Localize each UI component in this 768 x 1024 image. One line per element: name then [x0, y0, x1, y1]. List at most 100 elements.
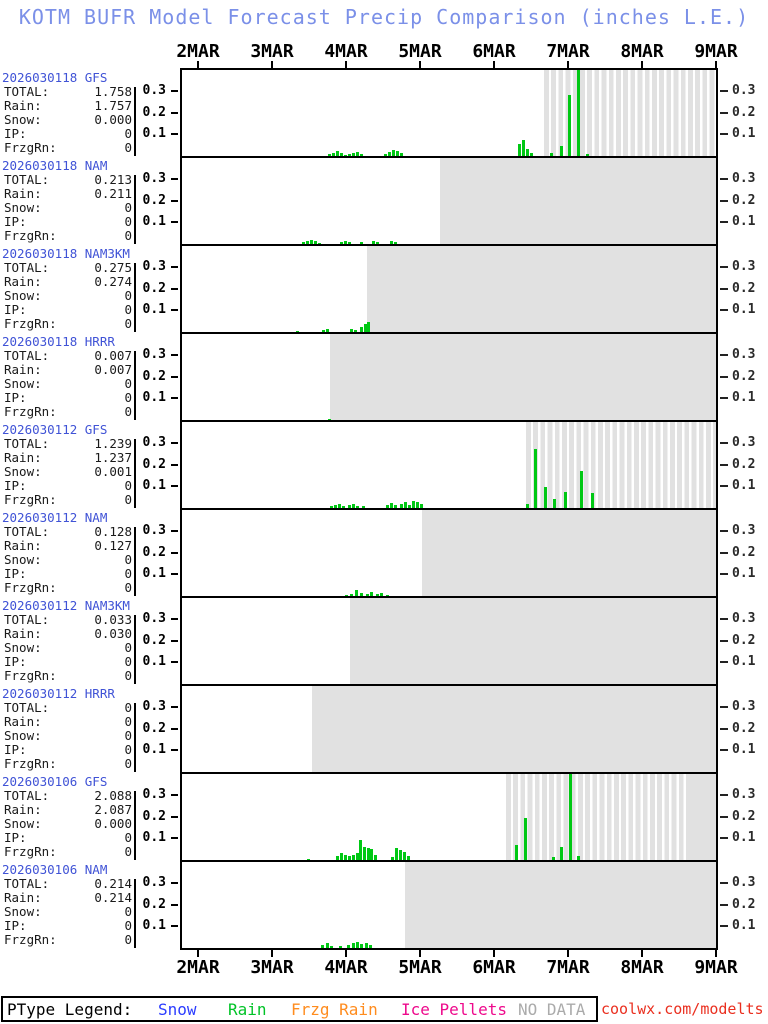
- stat-row: Snow: 0.000: [4, 817, 132, 831]
- forecast-panel: [182, 862, 716, 948]
- y-axis-label-right: 0.2: [732, 104, 756, 120]
- y-axis-tick-left: [171, 177, 178, 180]
- nodata-region-solid: [330, 334, 716, 420]
- y-axis-tick-left: [171, 639, 178, 642]
- precip-bar: [370, 849, 373, 860]
- stat-label: FrzgRn:: [4, 844, 57, 859]
- legend-item-frzg-rain: Frzg Rain: [291, 1000, 378, 1019]
- precip-bar: [522, 140, 525, 156]
- stat-row: FrzgRn: 0: [4, 757, 132, 771]
- stat-value: 1.758: [94, 84, 132, 99]
- precip-bar: [416, 502, 419, 508]
- stats-bracket-line: [134, 439, 136, 508]
- stat-label: IP:: [4, 214, 27, 229]
- stat-value: 0: [124, 918, 132, 933]
- stat-value: 0.007: [94, 362, 132, 377]
- precip-bar: [386, 505, 389, 508]
- precip-bar: [332, 153, 335, 156]
- y-axis-tick-right: [720, 111, 728, 114]
- stat-label: IP:: [4, 742, 27, 757]
- precip-bar: [340, 853, 343, 860]
- y-axis-label-left: 0.1: [142, 830, 166, 846]
- forecast-panel: [182, 774, 716, 862]
- precip-bar: [526, 149, 529, 156]
- panel-stats-block: 2026030112 NAM TOTAL: 0.128 Rain: 0.127 Snow:…: [0, 510, 178, 598]
- precip-bar: [412, 501, 415, 508]
- y-axis-label-left: 0.2: [142, 192, 166, 208]
- stat-row: Rain: 2.087: [4, 803, 132, 817]
- x-axis-label-bottom: 2MAR: [176, 957, 220, 978]
- precip-bar: [372, 241, 375, 244]
- stat-row: Snow: 0: [4, 377, 132, 391]
- legend-item-ice-pellets: Ice Pellets: [401, 1000, 507, 1019]
- x-axis-label-top: 7MAR: [546, 41, 590, 62]
- y-axis-right-block: 0.1 0.2 0.3: [718, 70, 768, 158]
- stat-value: 0: [124, 728, 132, 743]
- run-label: 2026030112 NAM3KM: [2, 598, 130, 613]
- precip-bar: [569, 774, 572, 860]
- stat-value: 0: [124, 714, 132, 729]
- stat-row: TOTAL: 1.239: [4, 437, 132, 451]
- y-axis-tick-left: [171, 705, 178, 708]
- stat-label: FrzgRn:: [4, 580, 57, 595]
- stat-value: 0: [124, 904, 132, 919]
- precip-bar: [314, 241, 317, 244]
- stats-bracket-line: [134, 351, 136, 420]
- precip-bar: [355, 590, 358, 596]
- stat-label: FrzgRn:: [4, 668, 57, 683]
- precip-bar: [336, 151, 339, 156]
- x-axis-label-top: 9MAR: [694, 41, 738, 62]
- precip-bar: [365, 943, 368, 948]
- y-axis-label-right: 0.1: [732, 830, 756, 846]
- stat-row: FrzgRn: 0: [4, 141, 132, 155]
- precip-bar: [390, 241, 393, 244]
- stat-label: Snow:: [4, 464, 42, 479]
- y-axis-tick-left: [171, 133, 178, 136]
- nodata-region-solid: [688, 774, 716, 860]
- stat-label: TOTAL:: [4, 172, 50, 187]
- precip-bar: [348, 505, 351, 508]
- stat-row: IP: 0: [4, 743, 132, 757]
- precip-bar: [391, 857, 394, 860]
- precip-bar: [356, 853, 359, 860]
- stat-value: 0.001: [94, 464, 132, 479]
- y-axis-right-block: 0.1 0.2 0.3: [718, 422, 768, 510]
- y-axis-label-left: 0.1: [142, 566, 166, 582]
- stat-row: IP: 0: [4, 479, 132, 493]
- precip-bar: [515, 845, 518, 860]
- precip-bar: [340, 153, 343, 156]
- stat-label: Snow:: [4, 112, 42, 127]
- precip-bar: [345, 595, 348, 596]
- precip-bar: [591, 493, 594, 508]
- y-axis-right-block: 0.1 0.2 0.3: [718, 246, 768, 334]
- precip-bar: [348, 242, 351, 244]
- forecast-panel: [182, 598, 716, 686]
- x-axis-tick-top: [271, 61, 273, 68]
- legend-item-snow: Snow: [158, 1000, 197, 1019]
- y-axis-label-left: 0.2: [142, 720, 166, 736]
- stats-bracket-line: [134, 175, 136, 244]
- stat-row: IP: 0: [4, 831, 132, 845]
- x-axis-label-bottom: 9MAR: [694, 957, 738, 978]
- precip-bar: [395, 848, 398, 860]
- y-axis-label-right: 0.1: [732, 126, 756, 142]
- y-axis-right-block: 0.1 0.2 0.3: [718, 862, 768, 950]
- stat-row: Snow: 0: [4, 553, 132, 567]
- precip-bar: [550, 153, 553, 156]
- stat-row: TOTAL: 0.033: [4, 613, 132, 627]
- stat-value: 0: [124, 376, 132, 391]
- x-axis-tick-bottom: [419, 950, 421, 957]
- watermark-link[interactable]: coolwx.com/modelts: [601, 1000, 764, 1018]
- precip-bar: [577, 856, 580, 860]
- precip-bar: [564, 492, 567, 508]
- precip-bar: [354, 330, 357, 332]
- y-axis-tick-right: [720, 397, 728, 400]
- y-axis-label-right: 0.3: [732, 698, 756, 714]
- y-axis-label-left: 0.1: [142, 302, 166, 318]
- y-axis-tick-left: [171, 617, 178, 620]
- precip-bar: [524, 818, 527, 860]
- y-axis-label-left: 0.1: [142, 654, 166, 670]
- precip-bar: [356, 152, 359, 156]
- y-axis-label-right: 0.3: [732, 434, 756, 450]
- x-axis-tick-bottom: [271, 950, 273, 957]
